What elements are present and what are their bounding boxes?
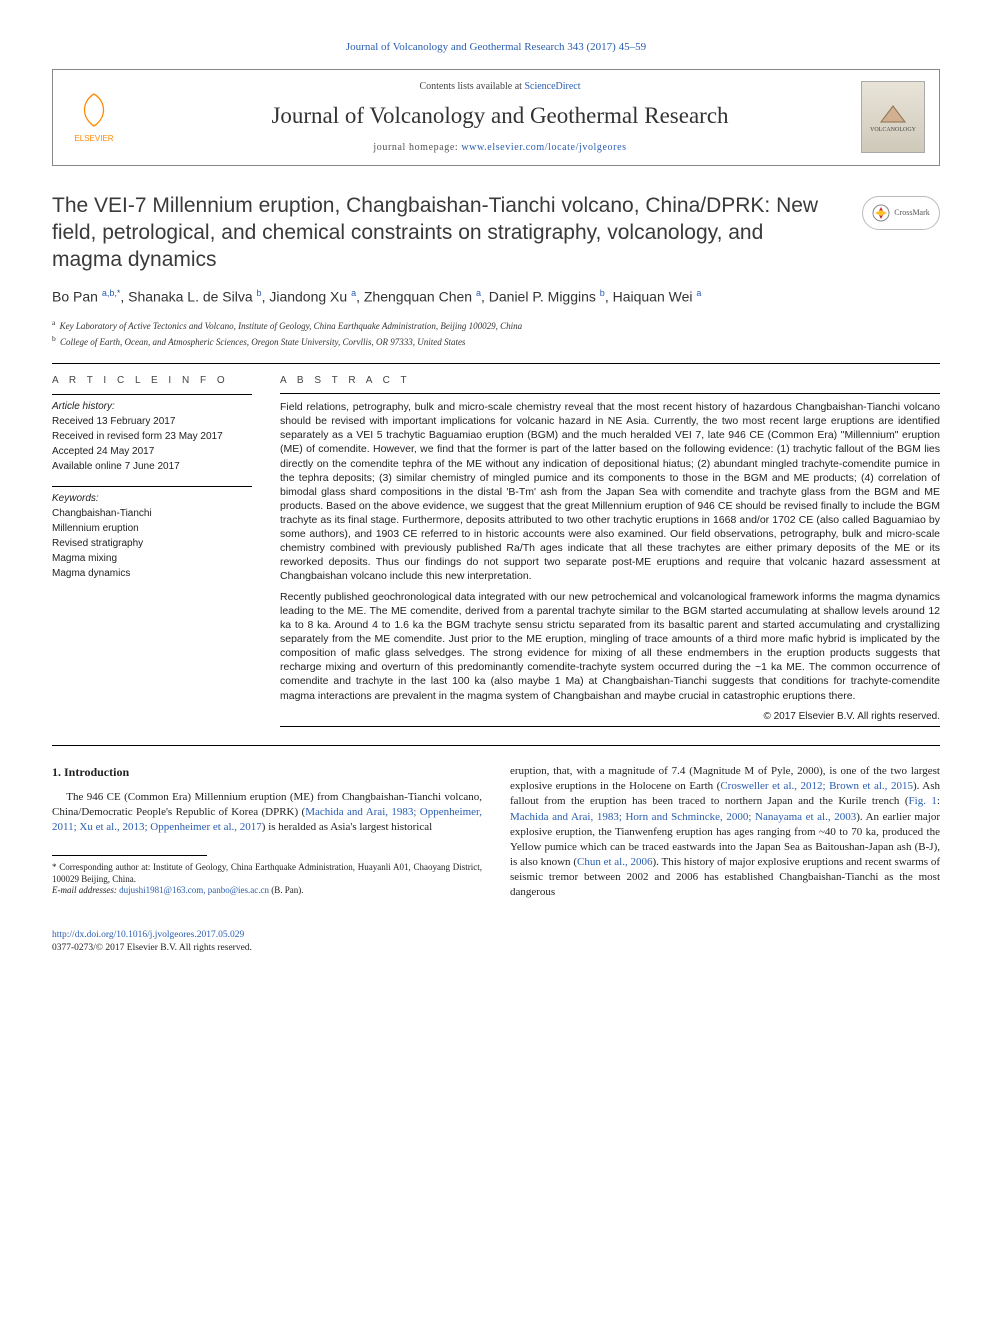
journal-homepage: journal homepage: www.elsevier.com/locat… — [139, 141, 861, 155]
contents-line: Contents lists available at ScienceDirec… — [139, 80, 861, 94]
keyword: Magma dynamics — [52, 567, 252, 581]
svg-text:ELSEVIER: ELSEVIER — [74, 134, 113, 143]
author-list: Bo Pan a,b,*, Shanaka L. de Silva b, Jia… — [52, 287, 940, 307]
sciencedirect-link[interactable]: ScienceDirect — [524, 81, 580, 92]
abstract-paragraph: Field relations, petrography, bulk and m… — [280, 400, 940, 583]
article-info-column: A R T I C L E I N F O Article history: R… — [52, 374, 252, 733]
history-item: Received 13 February 2017 — [52, 415, 252, 429]
left-column: 1. Introduction The 946 CE (Common Era) … — [52, 764, 482, 955]
divider — [52, 745, 940, 746]
elsevier-logo: ELSEVIER — [67, 90, 121, 144]
abstract-copyright: © 2017 Elsevier B.V. All rights reserved… — [280, 710, 940, 723]
footnote-divider — [52, 855, 207, 856]
issue-header: Journal of Volcanology and Geothermal Re… — [52, 40, 940, 55]
issue-link[interactable]: Journal of Volcanology and Geothermal Re… — [346, 41, 646, 53]
abstract-column: A B S T R A C T Field relations, petrogr… — [280, 374, 940, 733]
affiliation-a: a Key Laboratory of Active Tectonics and… — [52, 318, 940, 333]
keyword: Changbaishan-Tianchi — [52, 507, 252, 521]
history-item: Received in revised form 23 May 2017 — [52, 430, 252, 444]
email-link[interactable]: dujushi1981@163.com, panbo@ies.ac.cn — [119, 885, 269, 895]
doi-link[interactable]: http://dx.doi.org/10.1016/j.jvolgeores.2… — [52, 930, 244, 940]
keyword: Millennium eruption — [52, 522, 252, 536]
doi-block: http://dx.doi.org/10.1016/j.jvolgeores.2… — [52, 929, 482, 955]
journal-banner: ELSEVIER Contents lists available at Sci… — [52, 69, 940, 165]
corresponding-author-note: * Corresponding author at: Institute of … — [52, 862, 482, 885]
history-label: Article history: — [52, 400, 252, 414]
right-column: eruption, that, with a magnitude of 7.4 … — [510, 764, 940, 955]
intro-heading: 1. Introduction — [52, 764, 482, 781]
article-title: The VEI-7 Millennium eruption, Changbais… — [52, 192, 852, 274]
article-info-heading: A R T I C L E I N F O — [52, 374, 252, 388]
abstract-paragraph: Recently published geochronological data… — [280, 590, 940, 703]
divider — [52, 363, 940, 364]
history-item: Available online 7 June 2017 — [52, 460, 252, 474]
abstract-heading: A B S T R A C T — [280, 374, 940, 387]
crossmark-badge[interactable]: CrossMark — [862, 196, 940, 230]
email-note: E-mail addresses: dujushi1981@163.com, p… — [52, 885, 482, 897]
journal-name: Journal of Volcanology and Geothermal Re… — [139, 100, 861, 132]
keyword: Magma mixing — [52, 552, 252, 566]
affiliation-b: b College of Earth, Ocean, and Atmospher… — [52, 334, 940, 349]
journal-home-link[interactable]: www.elsevier.com/locate/jvolgeores — [461, 142, 626, 153]
intro-paragraph: eruption, that, with a magnitude of 7.4 … — [510, 764, 940, 901]
keyword: Revised stratigraphy — [52, 537, 252, 551]
intro-paragraph: The 946 CE (Common Era) Millennium erupt… — [52, 790, 482, 836]
keywords-label: Keywords: — [52, 492, 252, 506]
journal-cover-thumb: VOLCANOLOGY — [861, 81, 925, 153]
history-item: Accepted 24 May 2017 — [52, 445, 252, 459]
issn-line: 0377-0273/© 2017 Elsevier B.V. All right… — [52, 943, 252, 953]
